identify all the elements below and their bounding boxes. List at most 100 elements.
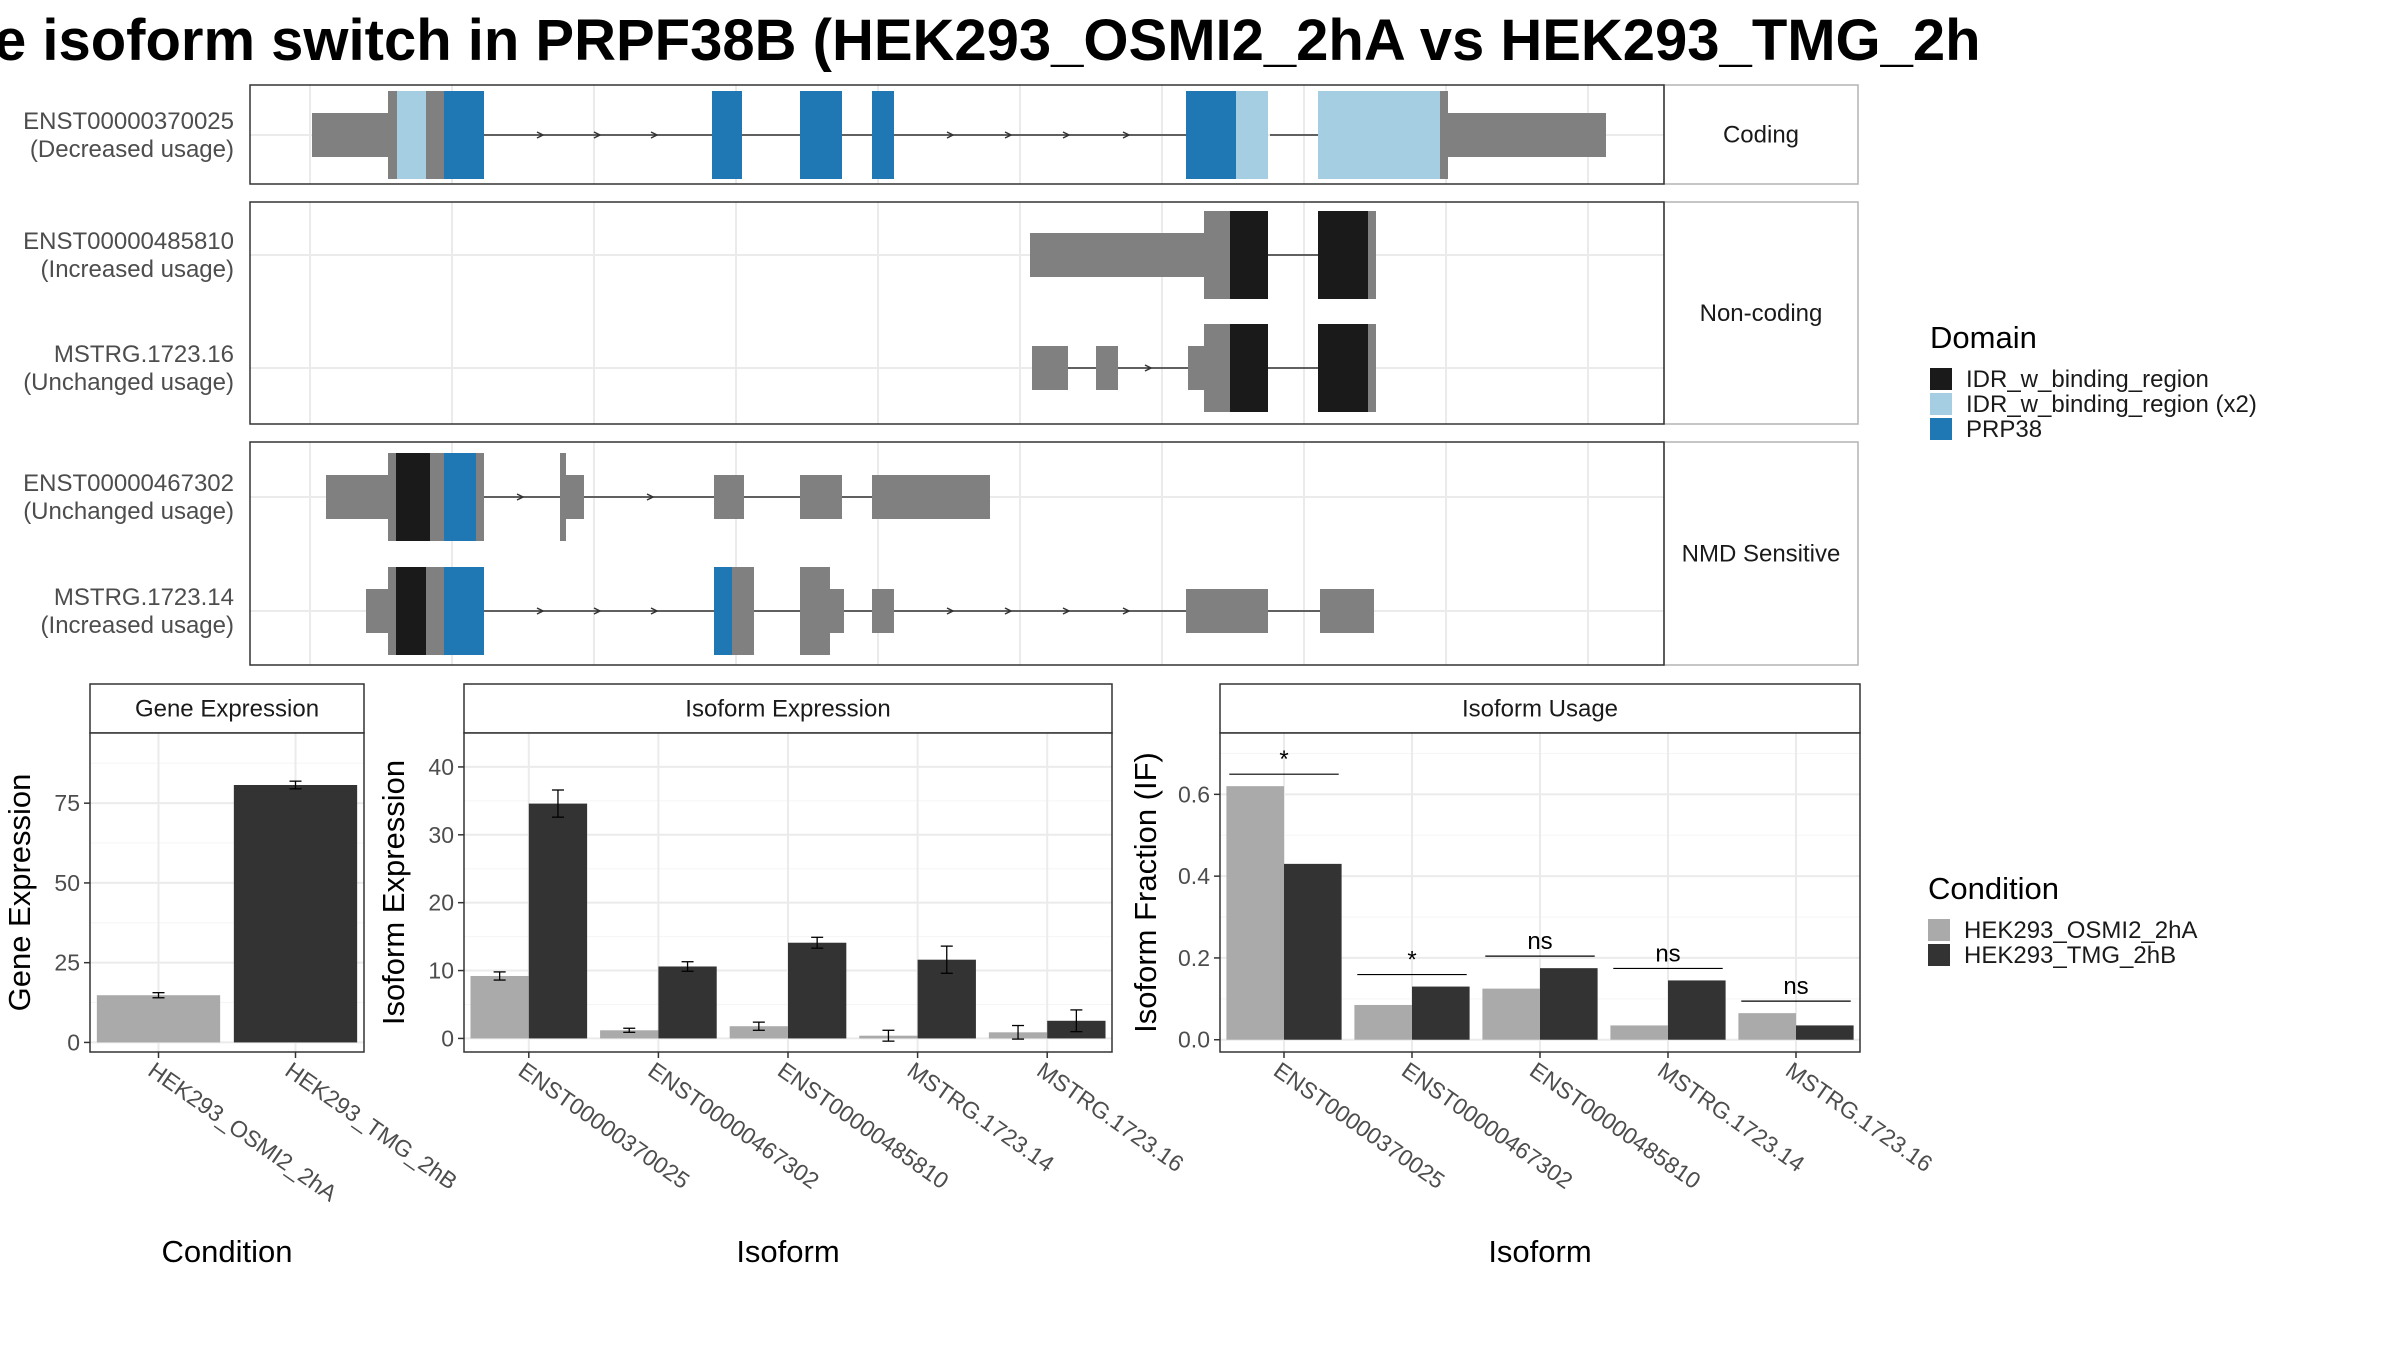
exon-block <box>1186 589 1268 633</box>
strand-arrow <box>516 493 525 501</box>
y-tick-label: 0 <box>441 1025 454 1051</box>
structure-panel-bg <box>250 202 1664 424</box>
exon-block <box>426 567 444 655</box>
bar <box>658 966 717 1039</box>
bar <box>1354 1004 1412 1040</box>
structure-strip-label: NMD Sensitive <box>1682 541 1841 568</box>
chart-strip <box>463 683 1113 734</box>
strand-arrow <box>1122 131 1131 139</box>
legend-label: PRP38 <box>1966 416 2042 443</box>
bar <box>528 803 588 1039</box>
y-tick-label: 0.2 <box>1178 945 1210 971</box>
exon-block <box>1188 346 1204 390</box>
condition-legend-title: Condition <box>1928 871 2059 906</box>
strand-arrow <box>1004 131 1013 139</box>
exon-block <box>388 91 397 179</box>
bar <box>1482 988 1540 1040</box>
exon-block <box>1446 113 1606 157</box>
exon-block <box>800 567 830 655</box>
exon-block <box>1186 91 1236 179</box>
strand-arrow <box>946 131 955 139</box>
strand-arrow <box>536 131 545 139</box>
y-tick-label: 50 <box>54 870 80 896</box>
exon-block <box>366 589 388 633</box>
strand-arrow <box>1062 607 1071 615</box>
bar <box>1540 968 1598 1040</box>
bar <box>1610 1025 1668 1040</box>
strand-arrow <box>593 607 602 615</box>
exon-block <box>388 567 396 655</box>
exon-block <box>1204 324 1230 412</box>
structure-panel-border <box>249 201 1665 425</box>
y-tick-label: 30 <box>428 822 454 848</box>
legend-label: HEK293_TMG_2hB <box>1964 942 2176 969</box>
bar <box>1796 1025 1854 1040</box>
structure-strip-box <box>1663 201 1859 425</box>
strand-arrow <box>650 131 659 139</box>
isoform-usage-label: (Decreased usage) <box>30 136 234 163</box>
exon-block <box>1320 589 1374 633</box>
legend-key <box>1928 944 1950 966</box>
strand-arrow <box>1144 364 1153 372</box>
structure-strip-box <box>1663 441 1859 666</box>
y-tick-label: 40 <box>428 754 454 780</box>
exon-block <box>800 91 842 179</box>
isoform-id-label: MSTRG.1723.16 <box>54 341 234 368</box>
legend-label: IDR_w_binding_region (x2) <box>1966 391 2257 418</box>
bar <box>233 784 358 1043</box>
exon-block <box>326 475 388 519</box>
y-axis-title: Isoform Fraction (IF) <box>1128 752 1163 1033</box>
isoform-usage-label: (Increased usage) <box>41 256 234 283</box>
isoform-structure-plot: Coding ENST00000370025(Decreased usage) No… <box>23 84 1859 666</box>
strand-arrow <box>536 607 545 615</box>
chart-strip-label: Isoform Expression <box>685 696 890 723</box>
y-tick-label: 0 <box>67 1029 80 1055</box>
exon-block <box>872 589 894 633</box>
legend-key <box>1930 368 1952 390</box>
significance-label: ns <box>1655 940 1680 967</box>
exon-block <box>1440 91 1448 179</box>
y-tick-label: 75 <box>54 790 80 816</box>
bar <box>470 975 529 1039</box>
isoform-id-label: ENST00000370025 <box>23 108 234 135</box>
significance-label: * <box>1279 746 1288 773</box>
structure-strip-box <box>1663 84 1859 185</box>
bar <box>1226 786 1284 1040</box>
exon-block <box>712 91 742 179</box>
legend-key <box>1928 919 1950 941</box>
exon-block <box>396 453 430 541</box>
strand-arrow <box>646 493 655 501</box>
strand-arrow <box>946 607 955 615</box>
exon-block <box>1096 346 1118 390</box>
structure-panel-border <box>249 441 1665 666</box>
plot-border <box>89 732 365 1053</box>
exon-block <box>1030 233 1204 277</box>
bar <box>788 942 847 1039</box>
exon-block <box>872 475 990 519</box>
chart-strip <box>89 683 365 734</box>
structure-strip-label: Non-coding <box>1700 300 1823 327</box>
strand-arrow <box>1004 607 1013 615</box>
exon-block <box>396 567 426 655</box>
bar <box>1412 986 1470 1040</box>
bar <box>600 1030 659 1039</box>
exon-block <box>560 453 566 541</box>
y-tick-label: 0.0 <box>1178 1027 1210 1053</box>
y-tick-label: 20 <box>428 890 454 916</box>
exon-block <box>566 475 584 519</box>
exon-block <box>1318 91 1440 179</box>
y-tick-label: 10 <box>428 958 454 984</box>
significance-label: ns <box>1527 928 1552 955</box>
chart-strip <box>1219 683 1861 734</box>
exon-block <box>714 475 744 519</box>
exon-block <box>714 567 732 655</box>
bar <box>1738 1013 1796 1040</box>
bar <box>1668 980 1726 1040</box>
exon-block <box>800 475 842 519</box>
isoform-expression-chart: Isoform Expression010203040ENST000003700… <box>376 683 1189 1269</box>
x-axis-title: Isoform <box>736 1234 839 1269</box>
y-axis-title: Gene Expression <box>2 774 37 1012</box>
bar <box>1284 863 1342 1040</box>
exon-block <box>476 453 484 541</box>
